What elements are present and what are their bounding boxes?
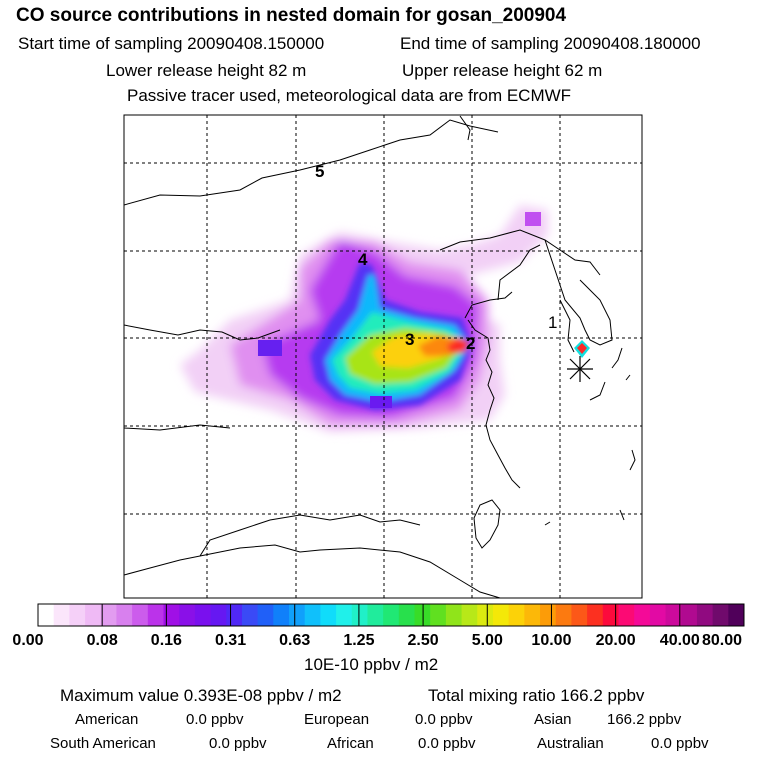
colorbar-tick-label: 0.63 [279, 632, 311, 649]
colorbar-swatch [100, 604, 117, 626]
colorbar-swatch [492, 604, 510, 626]
colorbar-swatch [69, 604, 86, 626]
colorbar-swatch [336, 604, 353, 626]
colorbar-swatch [555, 604, 572, 626]
colorbar-tick-label: 80.00 [701, 632, 743, 649]
european-value: 0.0 ppbv [415, 711, 473, 728]
plot-title: CO source contributions in nested domain… [16, 5, 567, 26]
colorbar-swatch [367, 604, 384, 626]
colorbar-swatch [508, 604, 525, 626]
concentration-field [124, 115, 636, 598]
colorbar-swatch [289, 604, 306, 626]
colorbar-frame [37, 603, 745, 627]
colorbar-swatch [132, 604, 149, 626]
start-time: Start time of sampling 20090408.150000 [18, 34, 325, 53]
colorbar-unit: 10E-10 ppbv / m2 [304, 655, 439, 674]
colorbar-swatch [210, 604, 227, 626]
colorbar-swatch [241, 604, 259, 626]
lower-release-height: Lower release height 82 m [106, 61, 307, 80]
map-label-1: 1 [548, 313, 557, 332]
colorbar-tick-label: 0.08 [86, 632, 118, 649]
colorbar-swatch [179, 604, 196, 626]
colorbar-tick-label: 2.50 [407, 632, 439, 649]
colorbar-swatch [147, 604, 165, 626]
colorbar-swatch [634, 604, 651, 626]
colorbar-swatch [540, 604, 557, 626]
plume-patch [258, 340, 282, 356]
map-label-4: 4 [358, 250, 368, 269]
colorbar-swatch [571, 604, 588, 626]
colorbar-swatch [320, 604, 337, 626]
colorbar-swatch [53, 604, 70, 626]
map-label-3: 3 [405, 330, 414, 349]
colorbar-tick-label: 5.00 [471, 632, 503, 649]
african-label: African [327, 735, 374, 752]
colorbar-swatch [383, 604, 400, 626]
colorbar-swatch [712, 604, 729, 626]
colorbar-swatch [163, 604, 180, 626]
australian-value: 0.0 ppbv [651, 735, 709, 752]
colorbar-tick-label: 0.31 [214, 632, 247, 649]
african-value: 0.0 ppbv [418, 735, 476, 752]
colorbar-swatch [304, 604, 321, 626]
colorbar-swatch [351, 604, 368, 626]
colorbar-swatch [618, 604, 635, 626]
colorbar-swatch [398, 604, 416, 626]
receptor-star-icon [567, 356, 593, 382]
colorbar-swatch [273, 604, 290, 626]
maximum-value: Maximum value 0.393E-08 ppbv / m2 [60, 686, 342, 705]
colorbar-swatch [602, 604, 619, 626]
total-mixing-ratio: Total mixing ratio 166.2 ppbv [428, 686, 645, 705]
colorbar-swatch [665, 604, 682, 626]
colorbar-tick-label: 10.00 [531, 632, 572, 649]
map-label-5: 5 [315, 162, 324, 181]
colorbar-tick-label: 0.16 [150, 632, 182, 649]
color-bar [37, 603, 745, 627]
colorbar-swatch [445, 604, 463, 626]
end-time: End time of sampling 20090408.180000 [400, 34, 701, 53]
colorbar-swatch [430, 604, 447, 626]
colorbar-swatch [477, 604, 494, 626]
south-american-label: South American [50, 735, 156, 752]
tracer-note: Passive tracer used, meteorological data… [127, 86, 572, 105]
colorbar-tick-label: 20.00 [595, 632, 636, 649]
colorbar-swatch [116, 604, 133, 626]
colorbar-tick-label: 0.00 [12, 632, 44, 649]
colorbar-swatch [461, 604, 478, 626]
colorbar-swatch [85, 604, 102, 626]
map-frame [123, 114, 643, 599]
american-label: American [75, 711, 139, 728]
lat-lon-grid [124, 115, 642, 598]
map-label-2: 2 [466, 334, 475, 353]
colorbar-swatch [681, 604, 698, 626]
plume-patch [525, 212, 541, 226]
colorbar-swatch [38, 604, 55, 626]
coastlines [124, 115, 636, 598]
plume-patch [370, 396, 392, 408]
colorbar-swatch [587, 604, 604, 626]
colorbar-swatch [226, 604, 243, 626]
colorbar-swatch [649, 604, 667, 626]
colorbar-tick-label: 1.25 [343, 632, 375, 649]
asian-value: 166.2 ppbv [607, 711, 682, 728]
colorbar-swatch [728, 604, 745, 626]
european-label: European [304, 711, 370, 728]
colorbar-swatch [524, 604, 541, 626]
australian-label: Australian [537, 735, 604, 752]
south-american-value: 0.0 ppbv [209, 735, 267, 752]
american-value: 0.0 ppbv [186, 711, 244, 728]
colorbar-swatch [194, 604, 212, 626]
colorbar-swatch [696, 604, 714, 626]
colorbar-tick-label: 40.00 [659, 632, 700, 649]
receptor-hotspot-core [577, 343, 587, 354]
asian-label: Asian [534, 711, 572, 728]
colorbar-swatch [257, 604, 274, 626]
upper-release-height: Upper release height 62 m [402, 61, 603, 80]
